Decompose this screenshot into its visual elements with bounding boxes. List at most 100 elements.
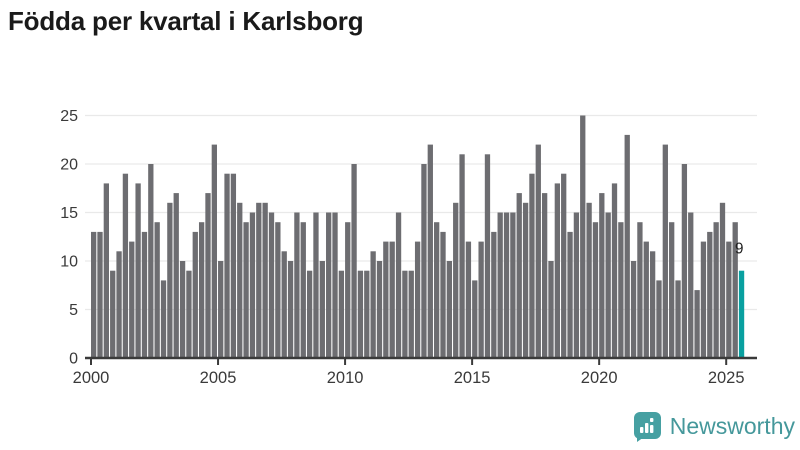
bar-2015-Q2	[478, 241, 484, 358]
bar-2016-Q1	[497, 212, 503, 358]
bar-2007-Q3	[281, 251, 287, 358]
y-tick-label-5: 5	[69, 302, 78, 319]
bar-2023-Q1	[675, 280, 681, 358]
bar-2003-Q3	[179, 261, 186, 358]
bar-2002-Q3	[154, 222, 160, 358]
bar-2003-Q1	[167, 202, 173, 358]
bar-2012-Q1	[395, 212, 402, 358]
bar-2004-Q3	[205, 193, 211, 358]
bar-2017-Q3	[535, 144, 541, 358]
bar-2010-Q2	[351, 164, 357, 358]
bar-2023-Q4	[694, 290, 700, 358]
bar-2024-Q3	[713, 222, 719, 358]
bar-2018-Q3	[561, 173, 567, 358]
bar-2016-Q4	[516, 193, 522, 358]
bar-2024-Q2	[707, 231, 713, 358]
bar-2011-Q3	[383, 241, 389, 358]
bar-2009-Q2	[326, 212, 332, 358]
bar-2022-Q1	[649, 251, 656, 358]
bar-2000-Q2	[97, 231, 103, 358]
bar-2009-Q3	[332, 212, 338, 358]
bar-2002-Q4	[160, 280, 167, 358]
bar-2010-Q3	[357, 270, 364, 358]
bar-2019-Q1	[573, 212, 580, 358]
bar-2022-Q4	[669, 222, 675, 358]
bar-2013-Q3	[434, 222, 440, 358]
bar-2019-Q4	[592, 222, 599, 358]
bar-2017-Q2	[529, 173, 535, 358]
page-title: Födda per kvartal i Karlsborg	[8, 6, 364, 36]
bar-2006-Q2	[249, 212, 256, 358]
bar-2021-Q2	[630, 261, 637, 358]
bar-2024-Q4	[719, 202, 726, 358]
bar-2005-Q1	[218, 261, 224, 358]
bar-2014-Q4	[465, 241, 472, 358]
bar-2001-Q3	[129, 241, 135, 358]
bar-2025-Q1	[726, 241, 732, 358]
bar-2021-Q1	[624, 134, 630, 358]
y-tick-label-25: 25	[60, 108, 78, 125]
bar-2016-Q2	[503, 212, 510, 358]
bar-2023-Q3	[688, 212, 694, 358]
y-tick-label-15: 15	[60, 205, 78, 222]
bar-2003-Q2	[173, 193, 179, 358]
bar-2013-Q2	[427, 144, 433, 358]
bar-2006-Q1	[243, 222, 249, 358]
bar-2024-Q1	[700, 241, 707, 358]
x-tick-label-2025: 2025	[708, 369, 745, 387]
bar-2008-Q2	[300, 222, 306, 358]
bar-2018-Q1	[548, 261, 554, 358]
newsworthy-chart-bubble-icon	[633, 412, 661, 442]
bar-2015-Q1	[472, 280, 478, 358]
bar-2015-Q4	[491, 231, 497, 358]
bar-2013-Q1	[421, 164, 427, 358]
bar-2021-Q3	[637, 222, 643, 358]
bar-2014-Q3	[459, 154, 465, 358]
newsworthy-logo-text: Newsworthy	[669, 413, 795, 439]
bar-2009-Q1	[319, 261, 325, 358]
x-tick-label-2005: 2005	[200, 369, 237, 387]
bar-2005-Q2	[224, 173, 230, 358]
bar-2005-Q3	[230, 173, 237, 358]
bar-2014-Q2	[453, 202, 459, 358]
bar-2006-Q4	[262, 202, 268, 358]
bar-2025-Q3	[738, 270, 745, 358]
bar-2002-Q2	[148, 164, 154, 358]
y-tick-label-20: 20	[60, 157, 78, 174]
bar-2016-Q3	[510, 212, 516, 358]
y-tick-label-0: 0	[69, 351, 78, 368]
bar-2011-Q1	[370, 251, 376, 358]
bar-2008-Q4	[313, 212, 319, 358]
bar-2011-Q4	[389, 241, 395, 358]
bar-2020-Q4	[618, 222, 624, 358]
bar-2001-Q1	[116, 251, 122, 358]
bar-2008-Q3	[306, 270, 313, 358]
bar-2004-Q2	[198, 222, 205, 358]
bar-2012-Q2	[402, 270, 408, 358]
bar-2012-Q3	[408, 270, 414, 358]
bar-2019-Q2	[580, 115, 586, 358]
bar-2021-Q4	[643, 241, 649, 358]
bar-2015-Q3	[484, 154, 491, 358]
bar-2007-Q1	[268, 212, 275, 358]
bar-2000-Q1	[91, 231, 97, 358]
bar-2022-Q3	[662, 144, 668, 358]
bar-2010-Q4	[364, 270, 370, 358]
bar-2020-Q1	[599, 193, 605, 358]
bar-2018-Q2	[554, 183, 560, 358]
bar-2004-Q4	[211, 144, 217, 358]
bar-2002-Q1	[141, 231, 148, 358]
bar-2020-Q3	[611, 183, 618, 358]
x-tick-label-2000: 2000	[73, 369, 110, 387]
x-tick-label-2020: 2020	[581, 369, 618, 387]
bar-2022-Q2	[656, 280, 662, 358]
bar-2010-Q1	[345, 222, 351, 358]
x-tick-label-2015: 2015	[454, 369, 491, 387]
highlight-value-label: 9	[735, 241, 744, 258]
bar-2001-Q4	[135, 183, 141, 358]
bar-2025-Q2	[732, 222, 738, 358]
bar-2012-Q4	[414, 241, 421, 358]
bar-2009-Q4	[338, 270, 345, 358]
bar-2008-Q1	[294, 212, 300, 358]
